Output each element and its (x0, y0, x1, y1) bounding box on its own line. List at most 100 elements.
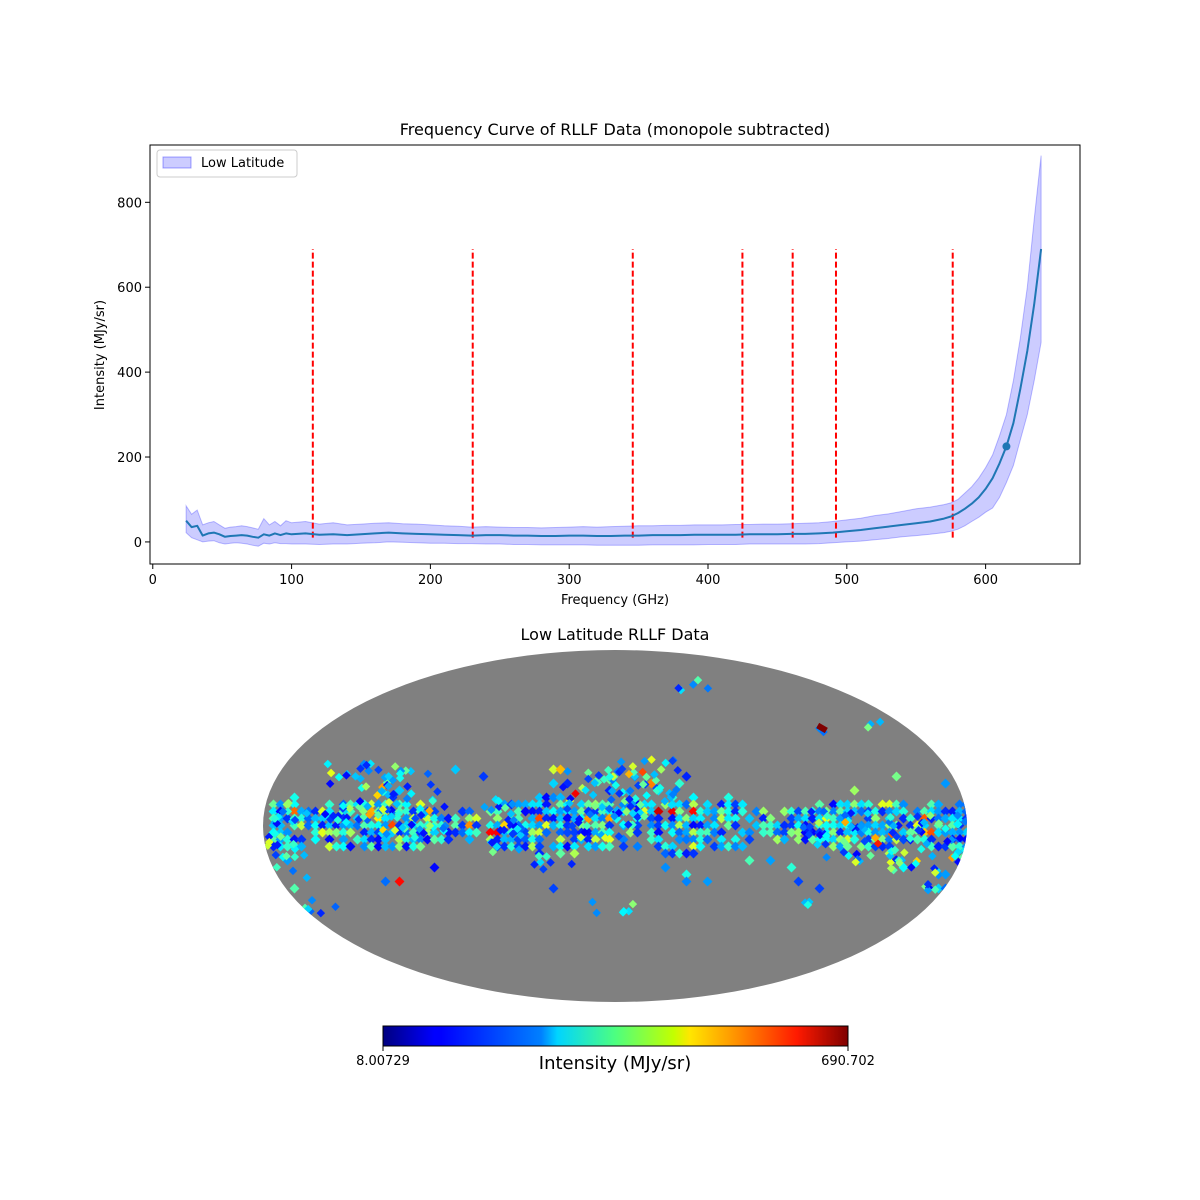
map-pixel-407 (772, 834, 783, 845)
x-tick-label-500: 500 (834, 573, 859, 588)
map-pixel-620 (407, 820, 416, 829)
map-pixel-595 (326, 768, 336, 778)
y-tick-label-600: 600 (117, 281, 142, 296)
map-pixel-370 (716, 806, 727, 817)
map-pixel-440 (821, 820, 832, 831)
map-pixel-599 (341, 818, 351, 827)
map-pixel-465 (849, 799, 860, 810)
map-pixel-117 (408, 806, 419, 817)
map-pixel-343 (688, 792, 699, 803)
colorbar-gradient (382, 1025, 849, 1047)
map-pixel-551 (954, 799, 965, 810)
map-pixel-368 (709, 841, 720, 852)
map-pixel-352 (695, 806, 706, 817)
map-pixel-142 (436, 834, 447, 845)
map-pixel-367 (709, 827, 720, 838)
map-pixel-49 (324, 827, 335, 838)
map-pixel-404 (765, 855, 776, 866)
map-pixel-241 (562, 827, 573, 838)
map-pixel-405 (772, 820, 783, 831)
map-pixel-680 (614, 832, 624, 841)
map-pixel-245 (569, 827, 580, 838)
map-pixel-744 (655, 783, 665, 793)
x-tick-label-200: 200 (418, 573, 443, 588)
map-pixel-608 (387, 812, 396, 821)
map-pixel-233 (555, 834, 566, 845)
map-pixel-247 (569, 841, 580, 852)
map-pixel-213 (541, 799, 552, 810)
map-pixel-726 (640, 756, 649, 766)
map-pixel-240 (562, 820, 573, 831)
map-pixel-157 (464, 834, 475, 845)
map-pixel-346 (688, 813, 699, 824)
x-tick-label-100: 100 (279, 573, 304, 588)
map-pixel-111 (401, 806, 412, 817)
map-pixel-209 (534, 834, 545, 845)
map-pixel-532 (933, 813, 944, 824)
map-pixel-421 (793, 834, 804, 845)
map-pixel-697 (600, 833, 610, 843)
map-pixel-611 (329, 811, 338, 821)
map-pixel-230 (555, 813, 566, 824)
map-pixel-487 (877, 799, 888, 810)
map-pixel-408 (779, 806, 790, 817)
map-pixel-411 (779, 834, 790, 845)
map-pixel-854 (919, 818, 929, 827)
map-pixel-205 (534, 806, 545, 817)
map-mask-ellipse (263, 650, 967, 1002)
map-pixel-908 (539, 864, 548, 874)
map-pixel-887 (688, 680, 698, 689)
map-pixel-449 (828, 841, 839, 852)
map-pixel-329 (674, 813, 685, 824)
map-pixel-535 (933, 841, 944, 852)
map-pixel-320 (667, 806, 678, 817)
map-pixel-450 (835, 799, 846, 810)
map-pixel-621 (440, 802, 449, 812)
map-pixel-243 (569, 806, 580, 817)
map-pixel-488 (877, 806, 888, 817)
y-tick-label-800: 800 (117, 196, 142, 211)
map-pixel-935 (487, 838, 497, 847)
x-tick-label-0: 0 (149, 573, 157, 588)
map-pixel-62 (338, 841, 349, 852)
map-pixel-148 (450, 820, 461, 831)
x-axis-label: Frequency (GHz) (561, 593, 669, 608)
map-pixel-816 (900, 848, 909, 857)
map-pixel-75 (359, 834, 370, 845)
legend-swatch (162, 156, 192, 169)
map-pixel-830 (860, 837, 869, 846)
map-pixel-815 (847, 822, 856, 831)
map-pixel-933 (499, 825, 509, 835)
map-pixel-159 (471, 820, 482, 831)
map-pixel-635 (425, 821, 435, 830)
map-pixel-300 (646, 799, 657, 810)
map-pixel-622 (389, 789, 398, 799)
map-pixel-468 (849, 834, 860, 845)
map-pixel-691 (636, 800, 645, 809)
map-pixel-227 (555, 792, 566, 803)
map-pixel-913 (530, 860, 539, 869)
map-pixel-875 (807, 807, 816, 816)
map-pixel-730 (651, 776, 661, 785)
map-pixel-418 (793, 813, 804, 824)
map-pixel-375 (723, 792, 734, 803)
map-pixel-138 (429, 834, 440, 845)
map-pixel-627 (401, 766, 410, 775)
map-pixel-377 (723, 806, 734, 817)
map-pixel-416 (786, 862, 797, 873)
map-pixel-381 (730, 799, 741, 810)
map-pixel-742 (628, 762, 638, 771)
map-pixel-715 (622, 807, 631, 817)
map-pixel-519 (919, 806, 930, 817)
map-pixel-386 (730, 841, 741, 852)
map-pixel-273 (597, 841, 608, 852)
map-pixel-910 (534, 851, 544, 861)
map-pixel-755 (610, 812, 619, 821)
highlight-point (1002, 442, 1011, 451)
map-pixel-201 (527, 834, 538, 845)
map-pixel-895 (331, 902, 340, 911)
map-pixel-345 (688, 806, 699, 817)
map-pixel-665 (580, 828, 590, 837)
map-pixel-250 (576, 806, 587, 817)
map-pixel-469 (856, 799, 867, 810)
